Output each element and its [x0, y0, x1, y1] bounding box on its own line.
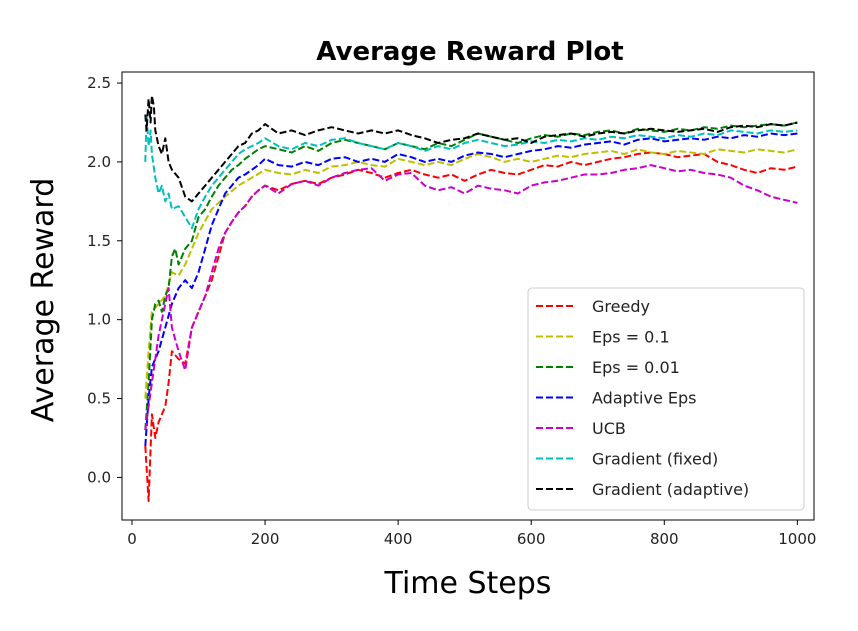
series-line-3 — [144, 132, 798, 446]
legend-label-4: UCB — [592, 419, 626, 438]
legend-label-2: Eps = 0.01 — [592, 358, 680, 377]
plot-frame — [121, 71, 815, 521]
legend-label-3: Adaptive Eps — [592, 389, 697, 408]
legend-label-6: Gradient (adaptive) — [592, 480, 749, 499]
legend-label-0: Greedy — [592, 297, 650, 316]
y-tick-label: 0.5 — [87, 390, 111, 408]
y-tick-label: 2.5 — [87, 74, 111, 92]
y-tick-label: 2.0 — [87, 153, 111, 171]
x-tick-label: 200 — [251, 530, 280, 548]
y-tick-label: 1.5 — [87, 232, 111, 250]
series-line-5 — [144, 113, 798, 230]
legend-items: Greedy Eps = 0.1 Eps = 0.01 Adaptive Eps UCB… — [536, 297, 749, 499]
series-line-2 — [144, 121, 798, 431]
x-tick-label: 1000 — [778, 530, 816, 548]
series-line-6 — [144, 94, 798, 203]
legend-frame — [527, 287, 805, 511]
legend-label-5: Gradient (fixed) — [592, 450, 718, 469]
x-tick-label: 400 — [384, 530, 413, 548]
y-tick-label: 0.0 — [87, 468, 111, 486]
legend-label-1: Eps = 0.1 — [592, 328, 670, 347]
x-tick-label: 0 — [127, 530, 137, 548]
ticks-layer: 0 200 400 600 800 1000 0.0 0.5 1.0 1.5 2.0 2.5 — [87, 74, 816, 548]
series-line-4 — [144, 164, 798, 431]
series-layer — [144, 94, 798, 503]
x-axis-label: Time Steps — [384, 566, 552, 601]
series-line-1 — [144, 148, 798, 399]
x-tick-label: 800 — [650, 530, 679, 548]
y-tick-label: 1.0 — [87, 311, 111, 329]
y-axis-label: Average Reward — [26, 178, 61, 422]
legend: Greedy Eps = 0.1 Eps = 0.01 Adaptive Eps UCB… — [527, 287, 805, 511]
chart-title: Average Reward Plot — [316, 37, 623, 67]
x-tick-label: 600 — [517, 530, 546, 548]
